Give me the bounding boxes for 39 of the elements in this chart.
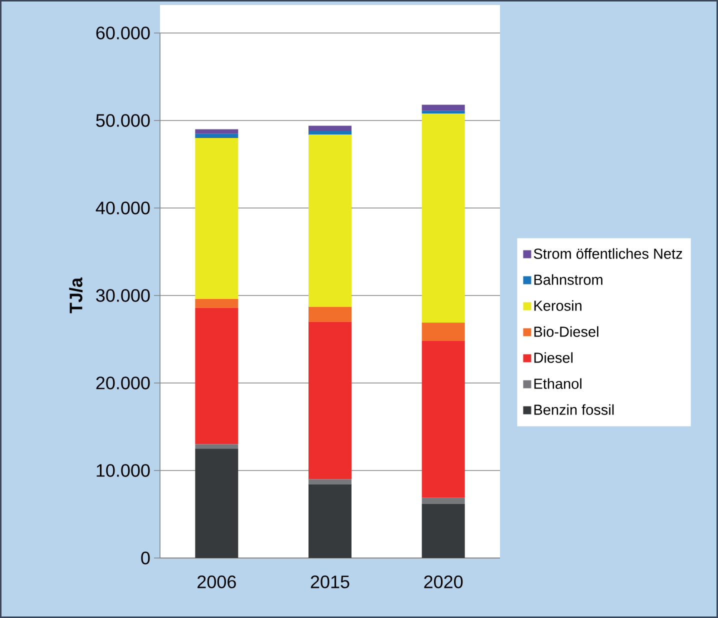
legend-label: Diesel [534, 352, 573, 363]
bar [308, 306, 352, 322]
bar [422, 504, 465, 558]
y-tick-label: 40.000 [96, 202, 150, 214]
y-tick-label: 30.000 [96, 289, 150, 302]
x-tick-label: 2020 [424, 576, 463, 588]
bar [195, 308, 238, 444]
legend-label: Ethanol [534, 378, 582, 389]
bar [308, 130, 352, 134]
y-axis-title: TJ/a [69, 277, 83, 314]
legend-label: Bahnstrom [534, 274, 602, 285]
bar [422, 322, 465, 341]
bar [195, 298, 238, 308]
bar [308, 134, 352, 307]
bar [195, 129, 238, 134]
bar [308, 484, 352, 558]
bar [195, 134, 238, 138]
x-tick-label: 2006 [198, 576, 236, 588]
bar [422, 104, 465, 111]
bar [422, 498, 465, 504]
bar [195, 444, 238, 449]
bar [195, 138, 238, 299]
bar [308, 126, 352, 131]
bar [195, 448, 238, 558]
y-tick-label: 50.000 [96, 114, 150, 127]
legend-label: Strom öffentliches Netz [534, 248, 682, 259]
y-tick-label: 20.000 [96, 376, 150, 390]
bar [308, 479, 352, 484]
y-tick-label: 60.000 [96, 26, 150, 40]
bar [422, 113, 465, 323]
y-tick-label: 10.000 [96, 464, 150, 477]
bar [422, 340, 465, 498]
y-tick-label: 0 [141, 552, 150, 564]
legend-label: Benzin fossil [534, 404, 614, 415]
x-tick-label: 2015 [310, 576, 350, 588]
bar [422, 110, 465, 114]
legend-label: Bio-Diesel [534, 326, 598, 337]
legend-label: Kerosin [534, 300, 582, 311]
bar [308, 322, 352, 480]
